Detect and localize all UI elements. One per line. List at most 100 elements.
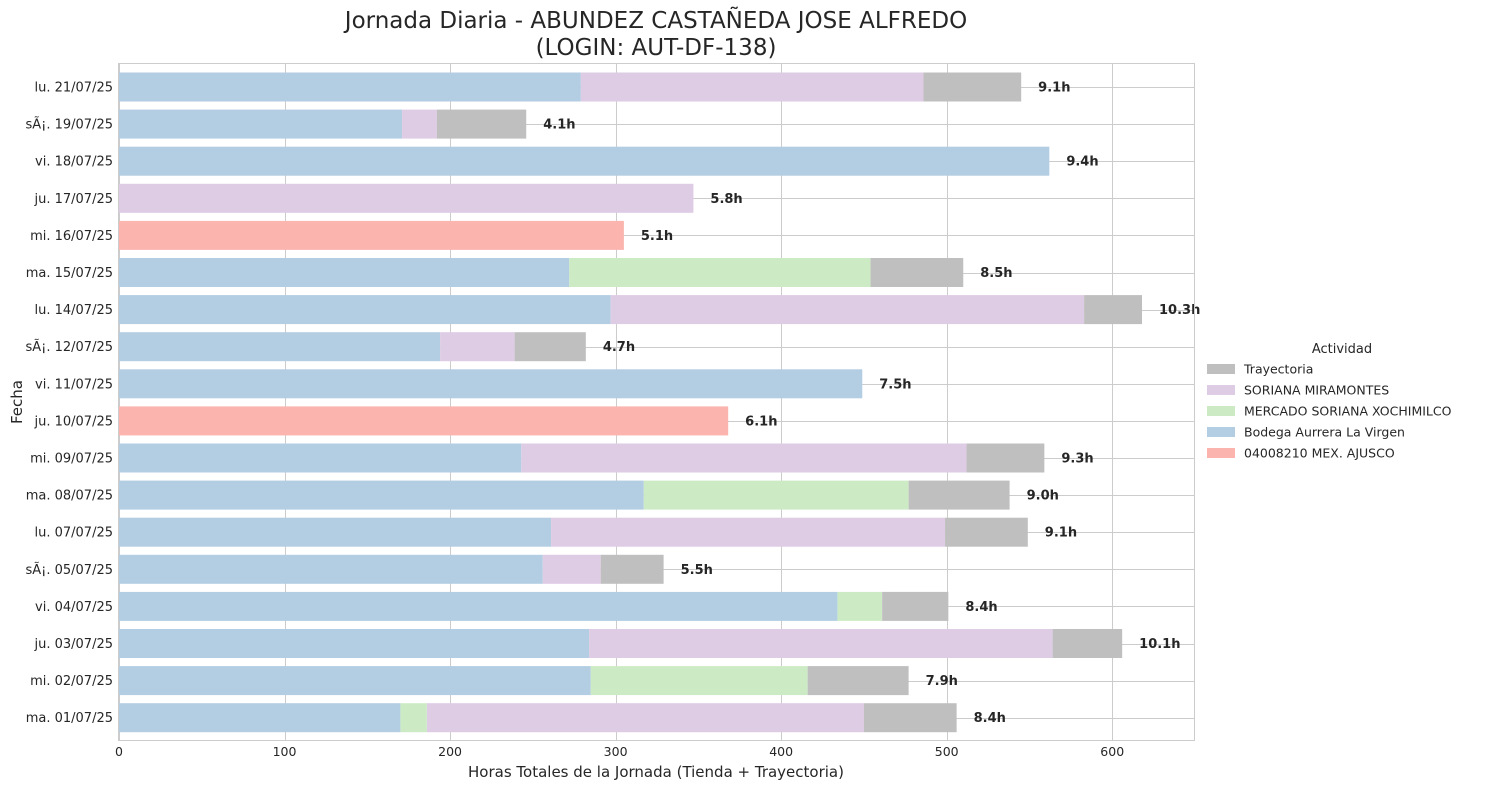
- legend-entry: Trayectoria: [1243, 362, 1313, 377]
- bar-segment: [590, 666, 808, 696]
- bar-segment: [600, 554, 664, 584]
- legend-entry: 04008210 MEX. AJUSCO: [1244, 446, 1395, 461]
- bar-total-label: 10.3h: [1159, 303, 1200, 318]
- x-tick-label: 200: [438, 744, 462, 759]
- bar-segment: [945, 517, 1028, 547]
- bar-segment: [119, 703, 401, 733]
- bar-segment: [119, 406, 729, 436]
- y-tick-label: ju. 10/07/25: [33, 414, 113, 429]
- chart-title-line1: Jornada Diaria - ABUNDEZ CASTAÑEDA JOSE …: [343, 6, 967, 34]
- legend-swatch: [1207, 406, 1235, 416]
- bar-segment: [119, 72, 581, 102]
- bar-segment: [882, 591, 949, 621]
- bar-total-label: 9.1h: [1045, 526, 1077, 541]
- x-tick-labels: 0 100 200 300 400 500 600: [115, 744, 1124, 759]
- bar-segment: [514, 332, 586, 362]
- legend: Actividad Trayectoria SORIANA MIRAMONTES M…: [1207, 342, 1452, 461]
- x-tick-label: 300: [604, 744, 628, 759]
- bar-segment: [589, 629, 1053, 658]
- bar-total-label: 4.7h: [603, 340, 635, 355]
- y-tick-label: sÃ¡. 05/07/25: [25, 562, 113, 578]
- bar-segment: [1084, 295, 1143, 325]
- bar-segment: [837, 591, 883, 621]
- bar-segment: [426, 703, 864, 733]
- y-tick-label: ma. 15/07/25: [26, 266, 113, 281]
- y-tick-label: sÃ¡. 12/07/25: [25, 339, 113, 355]
- bar-segment: [119, 517, 552, 547]
- bar-segment: [402, 109, 437, 139]
- bar-total-label: 9.1h: [1038, 81, 1070, 96]
- x-tick-label: 500: [935, 744, 959, 759]
- y-tick-label: lu. 07/07/25: [34, 526, 113, 541]
- bar-total-label: 8.5h: [980, 266, 1012, 281]
- bar-total-label: 5.8h: [710, 192, 742, 207]
- y-tick-label: ju. 17/07/25: [33, 192, 113, 207]
- legend-swatch: [1207, 385, 1235, 395]
- chart-title-line2: (LOGIN: AUT-DF-138): [536, 35, 777, 61]
- y-tick-label: lu. 21/07/25: [34, 81, 113, 96]
- legend-swatch: [1207, 448, 1235, 458]
- bar-segment: [807, 666, 909, 696]
- x-axis-label: Horas Totales de la Jornada (Tienda + Tr…: [468, 763, 844, 781]
- y-tick-label: mi. 09/07/25: [30, 452, 113, 467]
- bar-total-label: 9.0h: [1027, 489, 1059, 504]
- bar-total-label: 9.4h: [1066, 155, 1098, 170]
- legend-swatch: [1207, 364, 1235, 374]
- bar-total-label: 8.4h: [974, 711, 1006, 726]
- bar-segment: [1052, 629, 1123, 658]
- bar-segment: [119, 146, 1050, 176]
- legend-title: Actividad: [1312, 342, 1372, 357]
- bar-segment: [551, 517, 946, 547]
- bar-total-label: 5.5h: [681, 563, 713, 578]
- bar-segment: [643, 480, 909, 510]
- y-tick-label: ju. 03/07/25: [33, 637, 113, 652]
- y-tick-label: ma. 01/07/25: [26, 711, 113, 726]
- y-tick-label: vi. 11/07/25: [35, 377, 113, 392]
- x-tick-label: 100: [273, 744, 297, 759]
- bar-segment: [521, 443, 967, 473]
- y-tick-labels: lu. 21/07/25 sÃ¡. 19/07/25 vi. 18/07/25 ju.…: [25, 81, 113, 727]
- bar-total-label: 9.3h: [1061, 452, 1093, 467]
- bar-segment: [119, 258, 570, 287]
- y-tick-label: mi. 02/07/25: [30, 674, 113, 689]
- bar-total-label: 7.9h: [926, 674, 958, 689]
- legend-entry: SORIANA MIRAMONTES: [1244, 383, 1389, 398]
- y-tick-label: vi. 04/07/25: [35, 600, 113, 615]
- x-tick-label: 400: [769, 744, 793, 759]
- bar-segment: [119, 591, 838, 621]
- bar-segment: [440, 332, 515, 362]
- bar-segment: [119, 220, 624, 250]
- bar-total-label: 10.1h: [1139, 637, 1180, 652]
- bar-segment: [966, 443, 1045, 473]
- bar-total-labels: 9.1h 4.1h 9.4h 5.8h 5.1h 8.5h 10.3h 4.7h 7.5h 6.1…: [543, 81, 1200, 727]
- bar-segment: [119, 629, 590, 658]
- bar-segment: [400, 703, 427, 733]
- bar-segment: [119, 109, 403, 139]
- bar-segment: [863, 703, 957, 733]
- bar-segment: [119, 295, 611, 325]
- bar-segment: [119, 666, 591, 696]
- bar-total-label: 8.4h: [965, 600, 997, 615]
- bar-segment: [610, 295, 1085, 325]
- bar-segment: [119, 183, 694, 213]
- bars: [119, 72, 1143, 733]
- bar-segment: [870, 258, 964, 287]
- bar-segment: [569, 258, 871, 287]
- y-tick-label: lu. 14/07/25: [34, 303, 113, 318]
- y-tick-label: sÃ¡. 19/07/25: [25, 117, 113, 133]
- legend-entry: Bodega Aurrera La Virgen: [1244, 425, 1405, 440]
- bar-segment: [923, 72, 1022, 102]
- bar-segment: [119, 369, 863, 399]
- x-tick-label: 0: [115, 744, 123, 759]
- bar-segment: [542, 554, 601, 584]
- bar-segment: [908, 480, 1010, 510]
- legend-entry: MERCADO SORIANA XOCHIMILCO: [1244, 404, 1452, 419]
- bar-segment: [580, 72, 924, 102]
- y-tick-label: vi. 18/07/25: [35, 155, 113, 170]
- y-axis-label: Fecha: [8, 380, 26, 424]
- x-tick-label: 600: [1100, 744, 1124, 759]
- bar-total-label: 4.1h: [543, 118, 575, 133]
- bar-segment: [119, 332, 441, 362]
- y-tick-label: mi. 16/07/25: [30, 229, 113, 244]
